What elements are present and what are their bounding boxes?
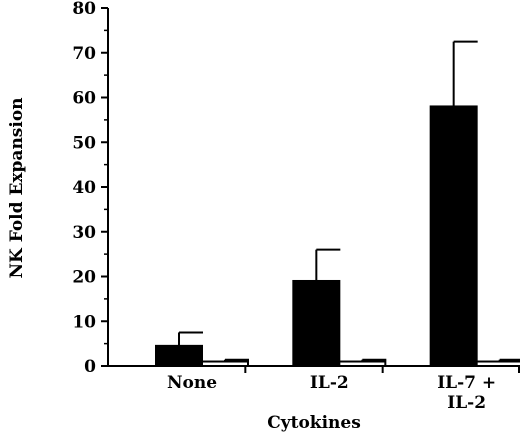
x-axis-title: Cytokines [267,413,361,433]
x-category-label: IL-7 + [437,373,496,393]
y-tick-label: 30 [72,223,96,243]
bars [155,40,520,368]
y-tick-label: 10 [72,312,96,332]
y-tick-label: 70 [72,44,96,64]
y-tick-label: 80 [72,0,96,19]
bar-open-1 [201,360,249,367]
y-axis-title: NK Fold Expansion [7,97,27,278]
x-category-label: IL-2 [310,373,349,393]
bar-filled-3 [429,105,478,367]
y-tick-label: 50 [72,133,96,153]
bar-open-2 [338,360,387,367]
bar-filled-1 [155,344,203,367]
bar-open-3 [475,360,520,367]
x-category-label: IL-2 [447,393,486,413]
bar-filled-2 [292,279,341,368]
y-tick-label: 40 [72,178,96,198]
y-axis: 0 10 20 30 40 50 60 70 80 [72,0,109,377]
x-axis: None IL-2 IL-7 +IL-2 [108,365,520,413]
x-category-label: None [167,373,217,393]
y-tick-label: 20 [72,268,96,288]
y-tick-label: 60 [72,89,96,109]
y-tick-label: 0 [84,357,96,377]
